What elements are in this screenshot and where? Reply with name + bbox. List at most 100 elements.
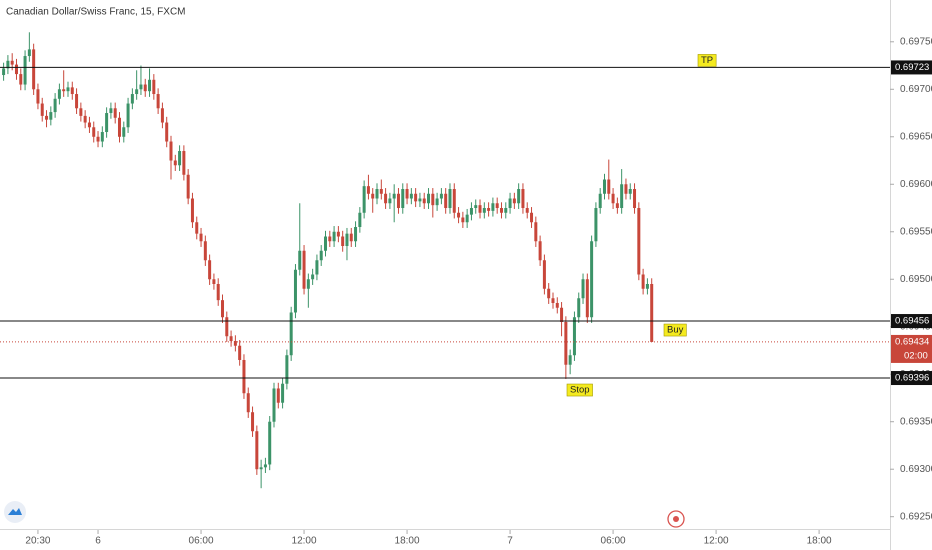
candle-body [169,141,173,161]
candle-body [495,203,499,209]
candle-body [637,208,641,275]
candle-body [255,431,259,470]
candle-body [311,274,315,280]
candle-body [2,68,6,76]
candle-body [19,74,23,85]
candle-body [199,233,203,242]
candle-body [461,217,465,223]
candle-body [439,193,443,199]
candle-body [135,89,139,95]
candle-body [418,198,422,202]
candle-body [281,383,285,403]
candle-body [66,87,70,92]
candle-body [431,193,435,206]
candle-body [14,64,18,75]
candle-body [628,189,632,194]
candle-body [590,241,594,318]
level-price-tag: 0.69396 [895,373,929,384]
x-tick-label: 6 [95,536,101,547]
candle-body [216,283,220,301]
candle-body [62,89,66,92]
candle-body [427,193,431,204]
candle-body [92,127,96,137]
candle-body [633,189,637,209]
candle-body [409,193,413,199]
candle-body [375,189,379,199]
candle-body [521,189,525,209]
candle-body [156,94,160,109]
candle-body [366,186,370,194]
candle-body [384,193,388,204]
candle-body [70,87,74,95]
candle-body [319,250,323,261]
candle-body [165,122,169,142]
candles [2,32,654,489]
candle-body [336,231,340,237]
candle-body [36,89,40,104]
candle-body [538,241,542,261]
candle-body [109,108,113,114]
candle-body [396,193,400,209]
candle-body [259,467,263,470]
candle-body [75,94,79,109]
candle-body [212,279,216,284]
candle-body [560,307,564,322]
candle-body [547,288,551,299]
candle-body [49,112,53,120]
candle-body [79,108,83,116]
candle-body [530,212,534,223]
candle-body [289,312,293,356]
candle-body [512,198,516,204]
candle-body [242,359,246,394]
candle-body [508,198,512,209]
x-tick-label: 12:00 [292,536,317,547]
candle-body [564,321,568,365]
candle-body [392,193,396,199]
candle-body [354,227,358,242]
candle-body [182,151,186,175]
level-price-tag-bg [891,314,932,329]
x-tick-label: 12:00 [704,536,729,547]
candle-body [87,122,91,128]
candle-body [276,388,280,403]
candle-body [173,160,177,166]
last-price-tag-bg [891,334,932,363]
candle-body [615,203,619,209]
candle-body [229,336,233,341]
candle-body [401,189,405,209]
candle-body [641,274,645,289]
candle-body [358,212,362,228]
candle-body [23,56,27,85]
candle-body [45,115,49,120]
candle-body [220,300,225,318]
candle-body [10,60,14,65]
candle-body [577,298,581,318]
candle-body [534,222,538,242]
candle-body [225,317,229,337]
candle-body [491,203,495,211]
candle-body [422,198,426,204]
candle-body [457,212,461,218]
candle-body [474,205,478,209]
candle-body [611,193,615,204]
level-note-bg [663,323,687,337]
level-price-tag-bg [891,60,932,75]
candle-body [27,49,31,57]
candle-body [105,113,109,133]
level-price-tag: 0.69456 [895,316,929,327]
level-note: Stop [570,385,590,396]
candle-body [594,208,598,242]
candle-body [6,60,10,69]
candle-body [452,189,456,213]
candle-body [478,205,482,213]
candle-body [208,260,212,280]
level-price-tag-bg [891,371,932,386]
x-tick-label: 18:00 [807,536,832,547]
candle-body [499,208,503,213]
candle-body [117,117,121,137]
